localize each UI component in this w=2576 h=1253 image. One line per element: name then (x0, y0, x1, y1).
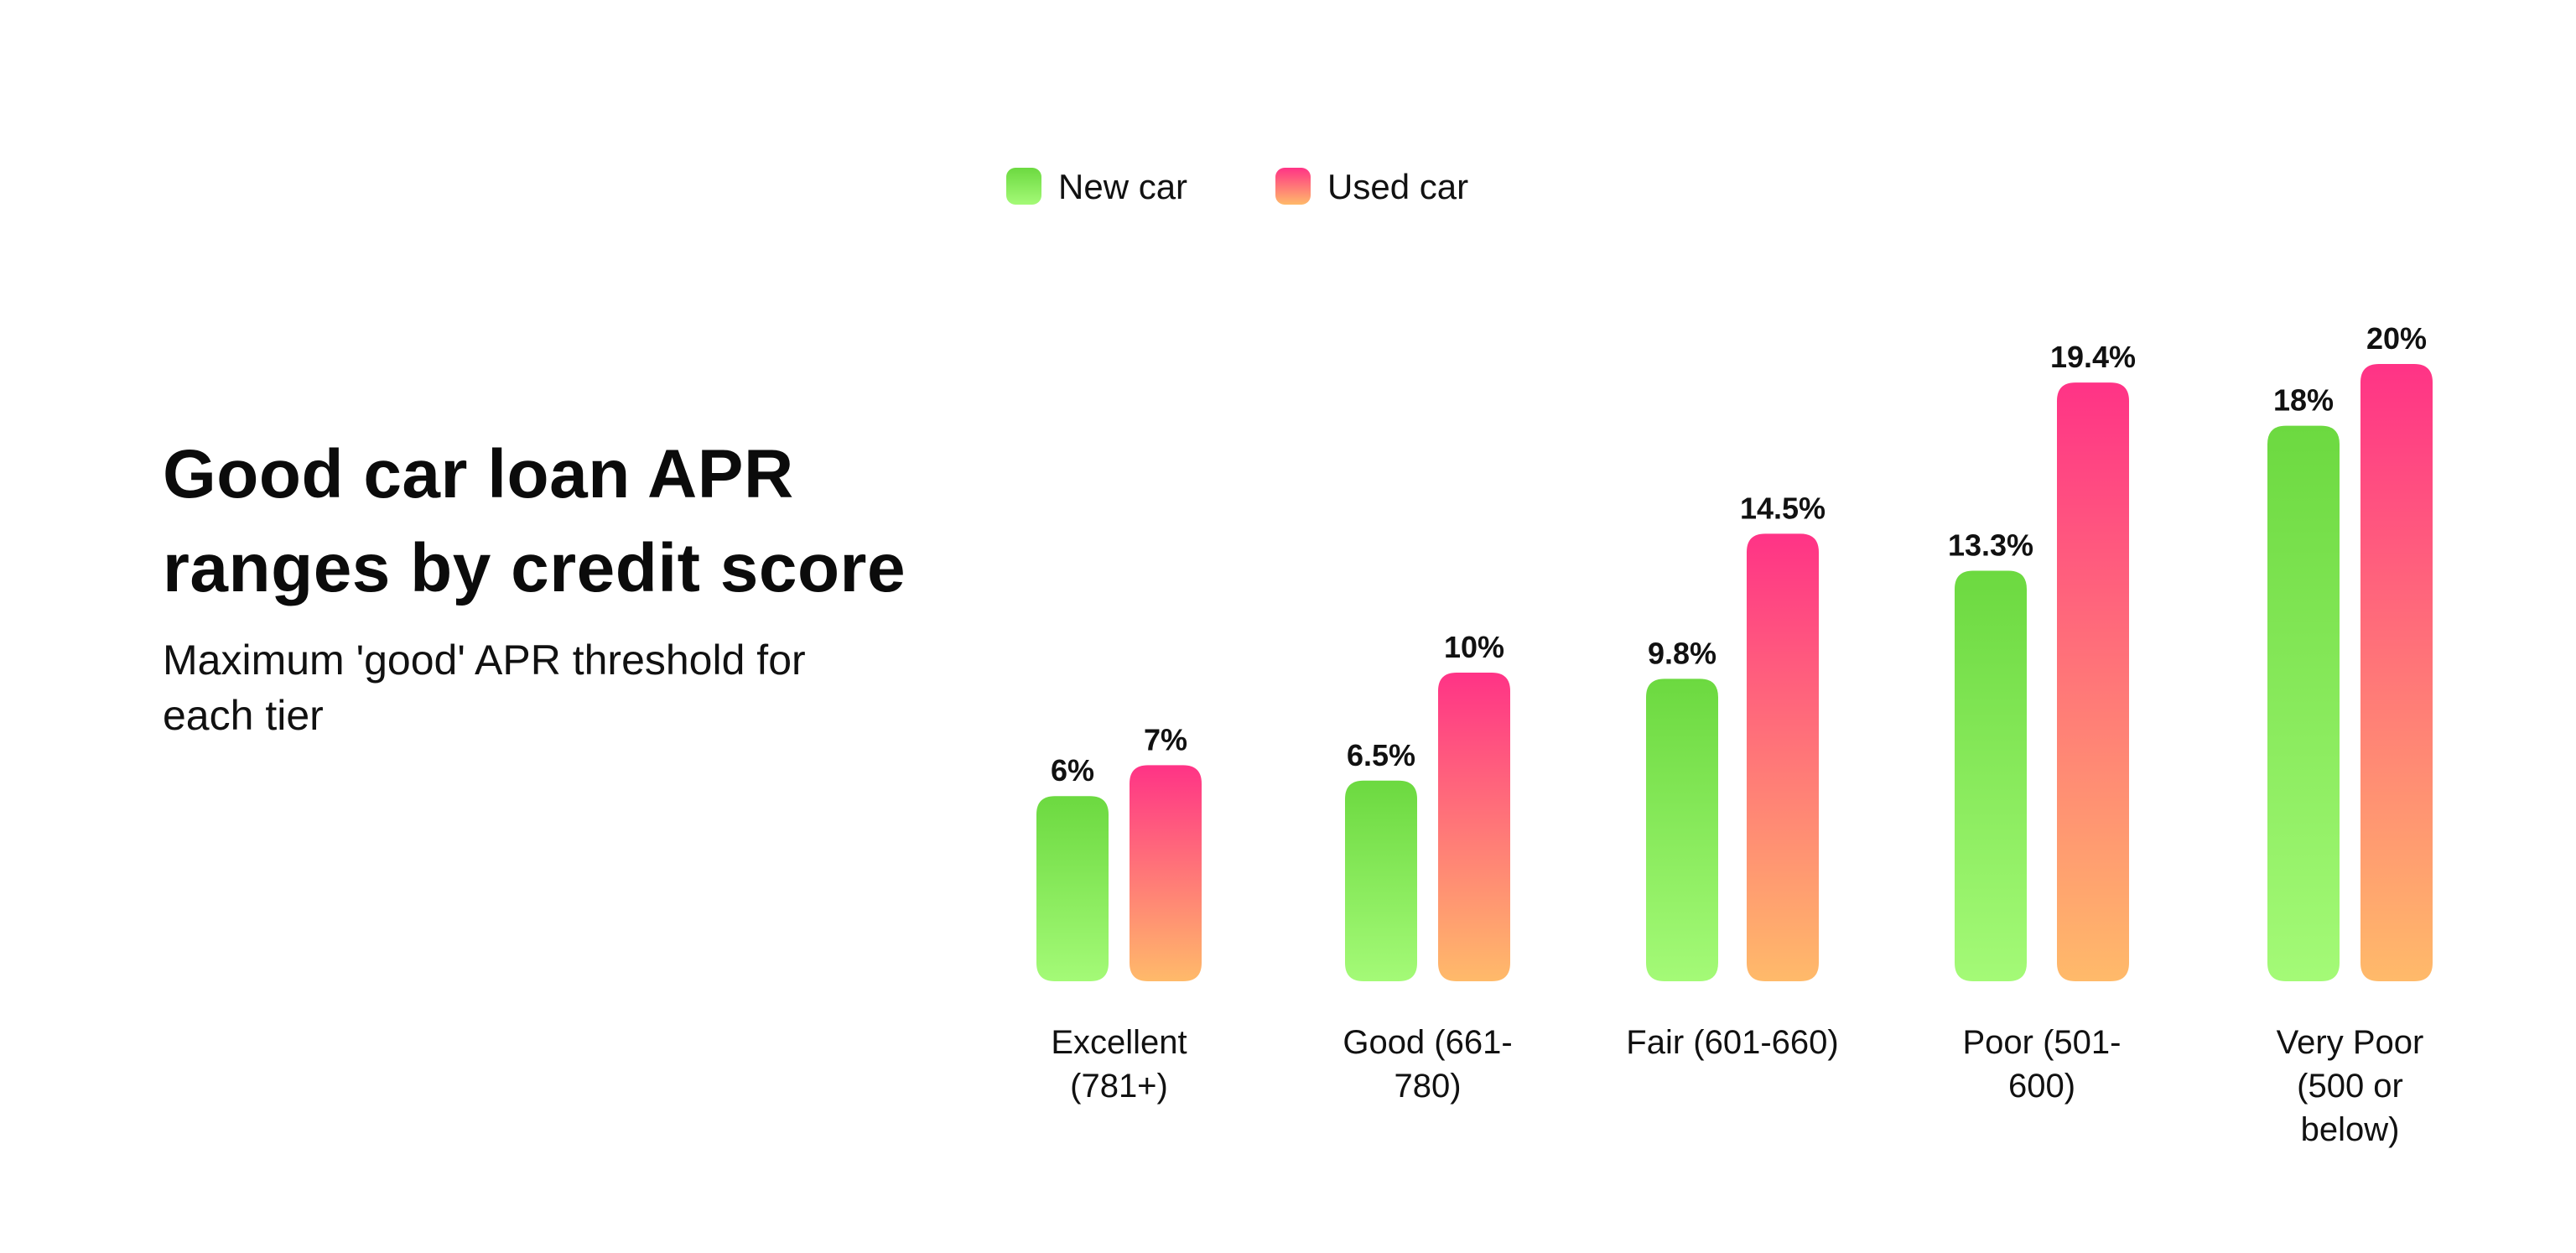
bar-new-car-4 (1955, 570, 2027, 981)
value-label-used-car-5: 20% (2366, 321, 2427, 356)
bar-used-car-5 (2360, 364, 2433, 981)
bar-used-car-3 (1747, 533, 1819, 981)
category-label-line: (781+) (1070, 1068, 1168, 1105)
category-label-5: Very Poor (500 or below) (2277, 1024, 2424, 1148)
legend-swatch-used-car (1275, 168, 1311, 205)
category-label-line: below) (2301, 1111, 2400, 1148)
page-subtitle: Maximum 'good' APR threshold for each ti… (163, 637, 806, 739)
value-label-new-car-4: 13.3% (1948, 528, 2033, 563)
category-label-line: Poor (501- (1963, 1024, 2122, 1061)
value-label-new-car-5: 18% (2273, 383, 2334, 418)
category-label-4: Poor (501- 600) (1963, 1024, 2122, 1105)
value-label-new-car-1: 6% (1051, 753, 1094, 788)
category-label-line: Fair (601-660) (1626, 1024, 1838, 1061)
text-panel: Good car loan APR ranges by credit score… (163, 428, 917, 743)
bar-new-car-2 (1345, 780, 1417, 981)
bar-new-car-1 (1036, 796, 1109, 981)
legend-label-new-car: New car (1058, 167, 1187, 206)
category-label-3: Fair (601-660) (1626, 1024, 1838, 1061)
category-label-line: 600) (2008, 1068, 2075, 1105)
category-label-line: Excellent (1051, 1024, 1187, 1061)
bar-new-car-5 (2267, 425, 2340, 982)
category-label-line: Very Poor (2277, 1024, 2424, 1061)
value-label-used-car-3: 14.5% (1740, 491, 1826, 525)
bar-used-car-4 (2057, 382, 2129, 982)
category-labels-layer: Excellent (781+) Good (661- 780) Fair (601-6… (1051, 1024, 2423, 1148)
category-label-line: (500 or (2297, 1068, 2403, 1105)
category-label-2: Good (661- 780) (1343, 1024, 1512, 1105)
page-title: Good car loan APR ranges by credit score (163, 436, 906, 606)
bar-used-car-2 (1438, 673, 1510, 981)
bar-new-car-3 (1646, 678, 1718, 981)
bars-layer (1036, 364, 2433, 982)
category-label-1: Excellent (781+) (1051, 1024, 1187, 1105)
legend-label-used-car: Used car (1327, 167, 1468, 206)
value-label-used-car-2: 10% (1444, 630, 1504, 664)
value-label-new-car-3: 9.8% (1648, 636, 1716, 670)
value-label-new-car-2: 6.5% (1347, 738, 1415, 772)
bar-used-car-1 (1130, 765, 1202, 981)
value-label-used-car-4: 19.4% (2050, 340, 2136, 374)
legend: New car Used car (1006, 167, 1468, 206)
value-label-used-car-1: 7% (1144, 722, 1187, 756)
value-labels-layer: 6% 7% 6.5% 10% 9.8% 14.5% 13.3% 19.4% 18% 20% (1051, 321, 2427, 788)
legend-swatch-new-car (1006, 168, 1041, 205)
category-label-line: 780) (1394, 1068, 1461, 1105)
category-label-line: Good (661- (1343, 1024, 1512, 1061)
